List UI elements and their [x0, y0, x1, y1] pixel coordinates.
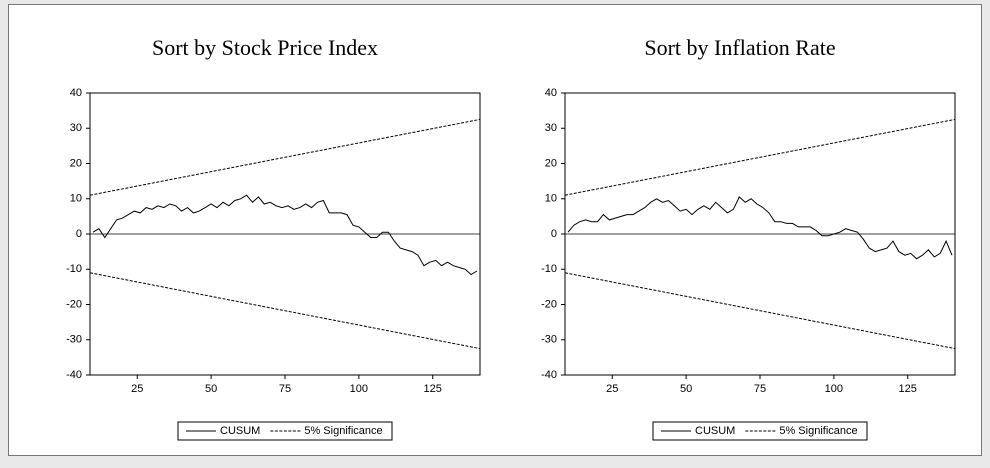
legend-label: CUSUM [695, 425, 735, 437]
x-tick-label: 25 [606, 383, 618, 395]
y-tick-label: 10 [545, 193, 557, 205]
legend-label: CUSUM [220, 425, 260, 437]
series-line [89, 118, 481, 196]
y-tick-label: 10 [70, 193, 82, 205]
x-tick-label: 100 [825, 383, 843, 395]
y-tick-label: 40 [70, 87, 82, 99]
y-tick-label: -40 [66, 369, 82, 381]
y-tick-label: 20 [70, 157, 82, 169]
y-tick-label: -20 [541, 298, 557, 310]
y-tick-label: -30 [541, 334, 557, 346]
x-tick-label: 75 [754, 383, 766, 395]
y-tick-label: 40 [545, 87, 557, 99]
legend-label: 5% Significance [304, 425, 382, 437]
series-line [567, 196, 953, 260]
x-tick-label: 50 [680, 383, 692, 395]
y-tick-label: -10 [66, 263, 82, 275]
x-tick-label: 25 [131, 383, 143, 395]
y-tick-label: -20 [66, 298, 82, 310]
x-tick-label: 50 [205, 383, 217, 395]
x-tick-label: 125 [899, 383, 917, 395]
series-line [92, 194, 478, 276]
y-tick-label: 0 [551, 228, 557, 240]
y-tick-label: -30 [66, 334, 82, 346]
chart-title: Sort by Inflation Rate [644, 35, 835, 60]
panel [8, 4, 982, 456]
legend-label: 5% Significance [779, 425, 857, 437]
x-tick-label: 125 [424, 383, 442, 395]
y-tick-label: -10 [541, 263, 557, 275]
y-tick-label: 30 [70, 122, 82, 134]
series-line [564, 118, 956, 196]
series-line [89, 272, 481, 350]
series-line [564, 272, 956, 350]
x-tick-label: 75 [279, 383, 291, 395]
y-tick-label: -40 [541, 369, 557, 381]
y-tick-label: 0 [76, 228, 82, 240]
y-tick-label: 20 [545, 157, 557, 169]
chart-title: Sort by Stock Price Index [152, 35, 378, 60]
x-tick-label: 100 [350, 383, 368, 395]
y-tick-label: 30 [545, 122, 557, 134]
